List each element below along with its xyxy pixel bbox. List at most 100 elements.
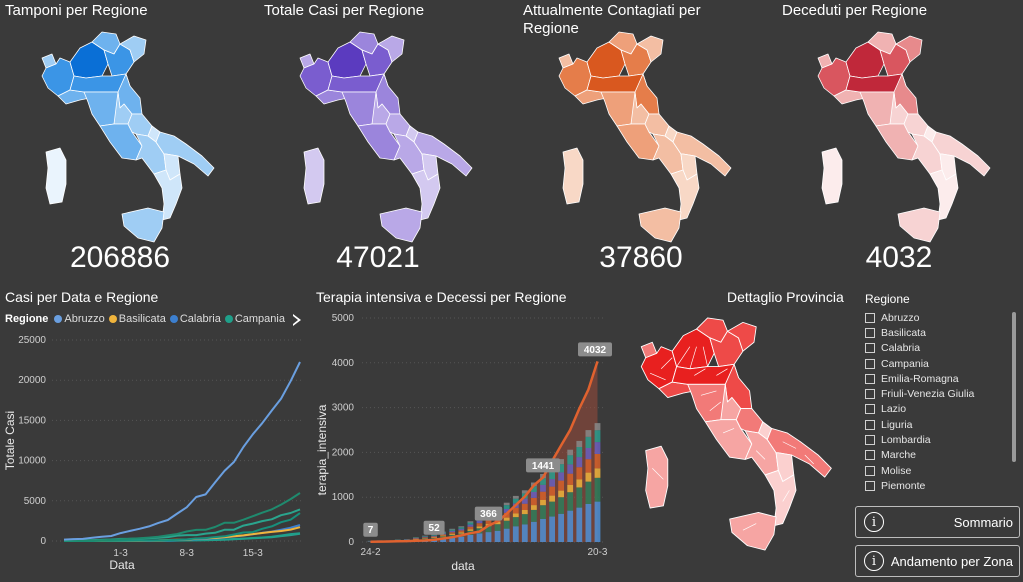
deceduti-line[interactable] xyxy=(370,361,599,543)
bar-segment[interactable] xyxy=(585,481,592,504)
bar-segment[interactable] xyxy=(576,457,583,468)
region-shape-calabria[interactable] xyxy=(670,169,700,221)
bar-segment[interactable] xyxy=(576,467,583,480)
bar-segment[interactable] xyxy=(449,530,456,533)
bar-segment[interactable] xyxy=(512,507,519,514)
bar-segment[interactable] xyxy=(576,487,583,508)
bar-segment[interactable] xyxy=(503,520,510,529)
series-line[interactable] xyxy=(63,361,301,541)
bar-segment[interactable] xyxy=(585,448,592,460)
checkbox[interactable] xyxy=(865,389,875,400)
bar-segment[interactable] xyxy=(521,490,528,494)
bar-segment[interactable] xyxy=(585,472,592,482)
checkbox[interactable] xyxy=(865,450,875,461)
bar-segment[interactable] xyxy=(449,537,456,543)
bar-segment[interactable] xyxy=(431,537,437,538)
bar-segment[interactable] xyxy=(567,510,574,542)
line-chart-area[interactable]: 0 5000 10000 15000 20000 25000 1-3 8-3 15-3 Data T… xyxy=(0,330,310,575)
bar-segment[interactable] xyxy=(494,524,501,531)
bar-segment[interactable] xyxy=(594,468,601,478)
region-shape-sardegna[interactable] xyxy=(821,147,843,205)
slicer-item[interactable]: Campania xyxy=(865,356,1015,371)
bar-segment[interactable] xyxy=(449,533,456,535)
slicer-item[interactable]: Molise xyxy=(865,463,1015,478)
checkbox[interactable] xyxy=(865,465,875,476)
bar-segment[interactable] xyxy=(512,513,519,518)
slicer-item[interactable]: Friuli-Venezia Giulia xyxy=(865,386,1015,401)
bar-segment[interactable] xyxy=(540,499,546,506)
slicer-item[interactable]: Puglia xyxy=(865,494,1015,496)
bar-segment[interactable] xyxy=(422,537,428,539)
bar-segment[interactable] xyxy=(503,517,510,521)
bar-segment[interactable] xyxy=(449,532,456,534)
bar-segment[interactable] xyxy=(521,510,528,515)
bar-segment[interactable] xyxy=(531,521,537,542)
bar-segment[interactable] xyxy=(458,527,465,529)
bar-segment[interactable] xyxy=(512,517,519,527)
bar-segment[interactable] xyxy=(521,498,528,504)
bar-segment[interactable] xyxy=(476,523,483,527)
slicer-item[interactable]: Liguria xyxy=(865,417,1015,432)
legend-next-icon[interactable] xyxy=(292,314,302,326)
bar-segment[interactable] xyxy=(503,528,510,542)
bar-segment[interactable] xyxy=(449,528,456,530)
bar-segment[interactable] xyxy=(431,536,437,538)
bar-segment[interactable] xyxy=(467,524,474,527)
checkbox[interactable] xyxy=(865,343,875,354)
map-tamponi[interactable] xyxy=(30,28,220,246)
bar-segment[interactable] xyxy=(485,520,492,525)
bar-segment[interactable] xyxy=(431,535,437,536)
region-shape-friuli[interactable] xyxy=(895,35,923,63)
region-shape-friuli[interactable] xyxy=(119,35,147,63)
bar-segment[interactable] xyxy=(503,509,510,513)
bar-segment[interactable] xyxy=(422,536,428,537)
slicer-item[interactable]: Piemonte xyxy=(865,478,1015,493)
bar-segment[interactable] xyxy=(431,535,437,537)
slicer-item[interactable]: Calabria xyxy=(865,341,1015,356)
slicer-item[interactable]: Abruzzo xyxy=(865,310,1015,325)
checkbox[interactable] xyxy=(865,435,875,446)
checkbox[interactable] xyxy=(865,373,875,384)
bar-segment[interactable] xyxy=(467,529,474,531)
bar-segment[interactable] xyxy=(413,538,419,539)
bar-segment[interactable] xyxy=(413,538,419,540)
bar-segment[interactable] xyxy=(585,504,592,542)
bar-segment[interactable] xyxy=(558,472,564,481)
bar-segment[interactable] xyxy=(512,526,519,542)
bar-segment[interactable] xyxy=(594,423,601,431)
legend-item[interactable]: Campania xyxy=(224,313,285,325)
bar-segment[interactable] xyxy=(458,536,465,542)
region-shape-calabria[interactable] xyxy=(153,169,183,221)
bar-segment[interactable] xyxy=(531,498,537,506)
bar-segment[interactable] xyxy=(503,502,510,506)
bar-segment[interactable] xyxy=(521,524,528,542)
slicer-item[interactable]: Marche xyxy=(865,448,1015,463)
region-shape-sardegna[interactable] xyxy=(303,147,325,205)
bar-segment[interactable] xyxy=(549,501,555,517)
bar-segment[interactable] xyxy=(567,449,574,456)
bar-segment[interactable] xyxy=(512,498,519,504)
bar-segment[interactable] xyxy=(531,509,537,522)
bar-segment[interactable] xyxy=(585,430,592,437)
map-attualmente-contagiati[interactable] xyxy=(547,28,737,246)
slicer-item[interactable]: Basilicata xyxy=(865,325,1015,340)
region-shape-calabria[interactable] xyxy=(411,169,441,221)
checkbox[interactable] xyxy=(865,419,875,430)
bar-segment[interactable] xyxy=(440,535,446,537)
combo-chart-area[interactable]: 0 1000 2000 3000 4000 5000 7 52 366 1441 4032 24-2 2… xyxy=(312,306,617,576)
bar-segment[interactable] xyxy=(576,440,583,447)
bar-segment[interactable] xyxy=(449,529,456,531)
bar-segment[interactable] xyxy=(422,536,428,538)
bar-segment[interactable] xyxy=(567,484,574,493)
bar-segment[interactable] xyxy=(494,521,501,525)
bar-segment[interactable] xyxy=(503,505,510,509)
bar-segment[interactable] xyxy=(576,447,583,458)
bar-segment[interactable] xyxy=(594,430,601,443)
bar-segment[interactable] xyxy=(540,518,546,542)
region-shape-sicilia[interactable] xyxy=(729,512,777,551)
bar-segment[interactable] xyxy=(521,503,528,510)
bar-segment[interactable] xyxy=(567,455,574,465)
bar-segment[interactable] xyxy=(549,516,555,543)
bar-segment[interactable] xyxy=(567,492,574,511)
region-shape-sicilia[interactable] xyxy=(638,207,682,243)
